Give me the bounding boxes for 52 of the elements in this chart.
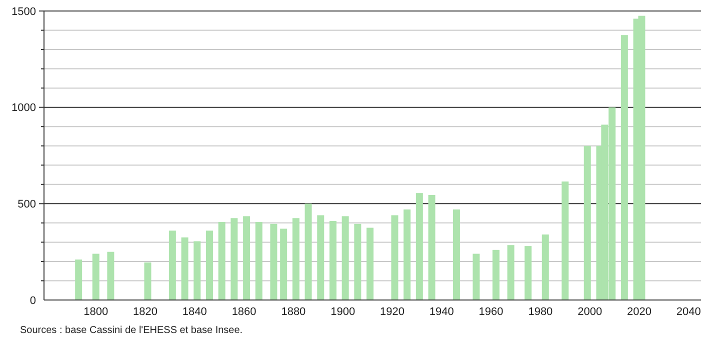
bar xyxy=(317,215,324,300)
bar xyxy=(144,262,152,300)
bar xyxy=(194,241,201,300)
bar xyxy=(255,222,262,300)
y-tick-label: 1500 xyxy=(12,6,36,18)
bar xyxy=(584,146,591,300)
x-tick-label: 1880 xyxy=(281,306,306,318)
bar xyxy=(524,246,532,300)
bar xyxy=(366,228,374,300)
bar xyxy=(75,260,82,300)
bar xyxy=(280,228,288,300)
bar xyxy=(292,218,300,300)
bar xyxy=(218,222,226,300)
bar xyxy=(181,237,188,300)
bar xyxy=(562,182,569,300)
x-tick-label: 2020 xyxy=(627,306,652,318)
x-tick-label: 1840 xyxy=(182,306,207,318)
bar xyxy=(243,216,250,300)
bar xyxy=(354,224,362,300)
bar xyxy=(507,245,514,300)
bar xyxy=(428,194,436,300)
bar xyxy=(492,250,500,300)
bar xyxy=(92,254,100,300)
bar xyxy=(620,35,628,300)
y-tick-label: 1000 xyxy=(12,102,36,114)
bar xyxy=(206,230,213,300)
x-tick-label: 2040 xyxy=(676,306,701,318)
x-tick-label: 2000 xyxy=(578,306,602,318)
x-tick-label: 1900 xyxy=(330,306,356,318)
x-tick-label: 1920 xyxy=(380,306,404,318)
bar xyxy=(416,193,423,300)
x-tick-label: 1800 xyxy=(84,306,108,318)
bar xyxy=(452,209,460,300)
source-note: Sources : base Cassini de l'EHESS et base Insee. xyxy=(20,325,243,336)
bar xyxy=(304,204,312,300)
x-tick-label: 1960 xyxy=(478,306,504,318)
bar xyxy=(329,221,336,300)
bar xyxy=(230,218,238,300)
bar xyxy=(472,254,480,300)
x-tick-label: 1820 xyxy=(133,306,158,318)
bar xyxy=(342,216,349,300)
x-tick-label: 1980 xyxy=(528,306,553,318)
bar xyxy=(107,252,114,300)
bar xyxy=(270,224,278,300)
bar xyxy=(391,215,398,300)
x-tick-label: 1940 xyxy=(429,306,454,318)
bar xyxy=(404,209,411,300)
y-tick-label: 0 xyxy=(30,294,36,307)
x-tick-label: 1860 xyxy=(232,306,256,318)
bar xyxy=(542,234,549,300)
y-tick-label: 500 xyxy=(18,198,36,211)
bar xyxy=(168,230,176,300)
